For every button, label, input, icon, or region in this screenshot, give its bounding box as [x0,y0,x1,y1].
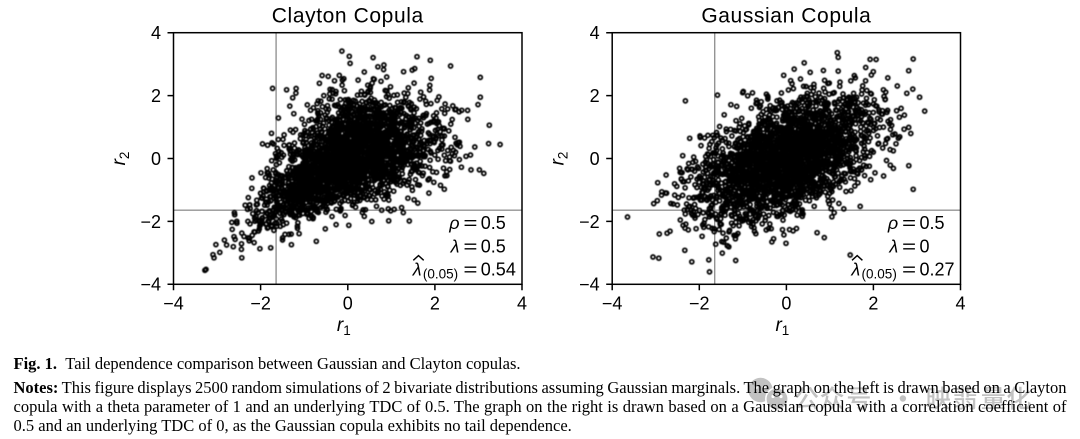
svg-text:λ(0.05): λ(0.05) [412,259,458,281]
svg-text:0.5: 0.5 [481,237,506,257]
svg-text:0.5: 0.5 [481,213,506,233]
svg-text:=: = [463,237,477,257]
svg-text:0.54: 0.54 [481,259,516,279]
svg-text:ρ: ρ [448,213,459,233]
svg-text:r2: r2 [109,152,132,166]
svg-text:2: 2 [430,294,440,314]
svg-text:−2: −2 [250,294,271,314]
svg-text:−4: −4 [140,275,161,295]
svg-text:−4: −4 [163,294,184,314]
svg-text:4: 4 [517,294,527,314]
svg-text:4: 4 [151,23,161,43]
svg-text:2: 2 [151,86,161,106]
svg-text:−2: −2 [140,212,161,232]
svg-text:Clayton Copula: Clayton Copula [272,5,424,28]
svg-text:r1: r1 [337,315,351,338]
svg-text:0: 0 [343,294,353,314]
svg-text:λ: λ [450,237,460,257]
svg-text:=: = [463,213,477,233]
svg-text:=: = [463,259,477,279]
svg-text:0: 0 [151,149,161,169]
